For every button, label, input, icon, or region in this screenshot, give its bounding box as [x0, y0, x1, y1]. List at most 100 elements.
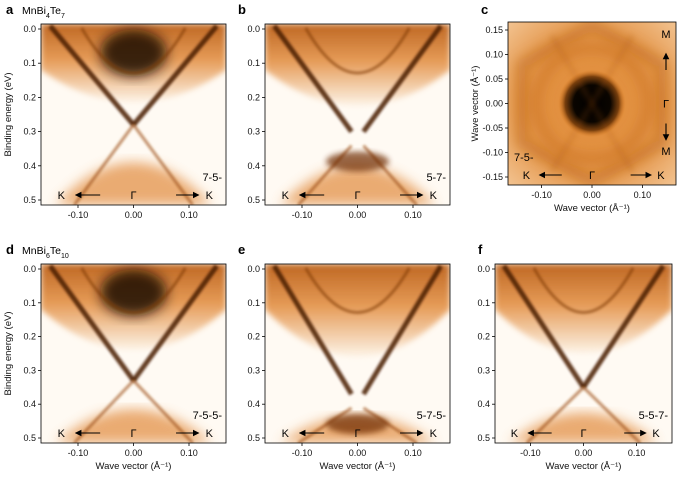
title-subscript: 4	[46, 13, 50, 20]
x-axis-label: Wave vector (Å⁻¹)	[546, 461, 622, 472]
gamma-point: Γ	[589, 170, 595, 182]
dirac-branch-lower-right	[582, 386, 642, 443]
x-ticks: -0.10 0.00 0.10	[68, 205, 198, 220]
stacking-sequence: 5-7-	[426, 172, 446, 184]
title-part: Te	[50, 245, 61, 257]
panel-label: e	[238, 242, 245, 257]
y-axis-label: Binding energy (eV)	[3, 73, 14, 157]
m-point-top: M	[661, 29, 670, 41]
x-axis-label: Wave vector (Å⁻¹)	[320, 461, 396, 472]
y-tick-label: 0.3	[477, 365, 490, 375]
k-point-right: K	[430, 428, 438, 440]
y-tick-label: 0.5	[247, 195, 260, 205]
y-tick-label: 0.1	[247, 298, 260, 308]
inner-band	[80, 27, 187, 75]
stacking-sequence: 5-7-5-	[417, 410, 447, 422]
y-axis-label: Wave vector (Å⁻¹)	[470, 66, 481, 142]
x-ticks: -0.10 0.00 0.10	[292, 443, 422, 458]
y-tick-label: -0.15	[482, 172, 503, 182]
x-tick-label: -0.10	[531, 190, 552, 200]
k-point-right: K	[657, 170, 665, 182]
inner-band	[304, 27, 411, 75]
bright-top-pocket	[100, 29, 167, 77]
dirac-branch-left	[501, 264, 586, 389]
panels-layer: 0.0 0.1 0.2 0.3 0.4 0.5 -0.10 0.00 0.10 Binding e…	[3, 2, 677, 472]
upper-band-intensity	[265, 264, 450, 357]
y-tick-label: 0.3	[23, 365, 36, 375]
x-tick-label: -0.10	[68, 448, 89, 458]
dirac-branch-left	[272, 24, 354, 134]
dirac-branch-lower-right	[362, 406, 418, 443]
y-tick-label: -0.10	[482, 148, 503, 158]
hexagon-spoke	[549, 102, 594, 173]
dirac-branch-left	[48, 264, 136, 383]
gamma-point: Γ	[354, 190, 360, 202]
y-tick-label: 0.2	[247, 332, 260, 342]
stacking-sequence: 7-5-5-	[193, 410, 223, 422]
lower-band-intensity	[509, 412, 658, 443]
y-ticks: 0.0 0.1 0.2 0.3 0.4 0.5	[247, 24, 265, 205]
panel-title: MnBi4Te7	[22, 5, 65, 20]
k-point-left: K	[58, 428, 66, 440]
panel-d: 0.0 0.1 0.2 0.3 0.4 0.5 -0.10 0.00 0.10 Binding e…	[3, 242, 227, 472]
title-subscript: 6	[46, 253, 50, 260]
title-part: MnBi	[22, 5, 46, 17]
x-tick-label: 0.00	[349, 448, 367, 458]
hexagon-spoke	[549, 34, 594, 105]
dirac-branch-right	[581, 264, 666, 389]
dirac-branch-right	[131, 24, 219, 127]
y-tick-label: 0.5	[23, 195, 36, 205]
gamma-point-vertical: Γ	[663, 99, 669, 111]
dirac-branch-lower-left	[297, 406, 353, 443]
y-tick-label: 0.4	[247, 161, 260, 171]
x-tick-label: 0.00	[125, 448, 143, 458]
x-tick-label: 0.10	[404, 210, 422, 220]
dirac-branch-lower-left	[73, 123, 135, 205]
y-ticks: 0.15 0.10 0.05 0.00 -0.05 -0.10 -0.15	[482, 25, 508, 182]
gamma-point: Γ	[354, 428, 360, 440]
x-axis-label: Wave vector (Å⁻¹)	[554, 203, 630, 214]
panel-label: d	[6, 242, 14, 257]
k-point-left: K	[523, 170, 531, 182]
y-tick-label: 0.0	[23, 264, 36, 274]
bright-top-pocket	[100, 269, 167, 316]
dirac-branch-right	[361, 24, 443, 134]
upper-band-intensity	[495, 264, 672, 354]
k-point-right: K	[206, 428, 214, 440]
m-point-bottom: M	[661, 146, 670, 158]
x-tick-label: 0.00	[575, 448, 593, 458]
x-tick-label: 0.10	[404, 448, 422, 458]
x-tick-label: 0.10	[180, 448, 198, 458]
k-point-left: K	[58, 190, 66, 202]
y-tick-label: 0.15	[485, 25, 503, 35]
y-tick-label: 0.2	[23, 92, 36, 102]
panel-label: c	[481, 2, 488, 17]
x-axis-label: Wave vector (Å⁻¹)	[96, 461, 172, 472]
hexagon-spoke	[590, 34, 635, 105]
stacking-sequence: 5-5-7-	[639, 410, 669, 422]
gamma-point: Γ	[580, 428, 586, 440]
x-ticks: -0.10 0.00 0.10	[531, 185, 651, 200]
k-point-left: K	[282, 428, 290, 440]
y-tick-label: 0.5	[477, 433, 490, 443]
inner-band	[80, 267, 187, 314]
y-tick-label: 0.00	[485, 99, 503, 109]
y-ticks: 0.0 0.1 0.2 0.3 0.4 0.5	[477, 264, 495, 443]
panel-image	[41, 264, 226, 443]
stacking-sequence: 7-5-	[514, 152, 534, 164]
inner-band	[304, 267, 411, 314]
dirac-branch-lower-right	[132, 123, 194, 205]
y-ticks: 0.0 0.1 0.2 0.3 0.4 0.5	[23, 24, 41, 205]
lower-band-intensity	[55, 409, 212, 443]
panel-image	[41, 24, 226, 205]
y-tick-label: 0.0	[247, 264, 260, 274]
x-tick-label: 0.10	[634, 190, 652, 200]
x-ticks: -0.10 0.00 0.10	[292, 205, 422, 220]
y-tick-label: 0.4	[477, 399, 490, 409]
title-subscript: 10	[61, 253, 69, 260]
panel-image	[265, 24, 450, 205]
y-tick-label: 0.4	[247, 399, 260, 409]
x-ticks: -0.10 0.00 0.10	[520, 443, 645, 458]
y-tick-label: 0.2	[23, 332, 36, 342]
